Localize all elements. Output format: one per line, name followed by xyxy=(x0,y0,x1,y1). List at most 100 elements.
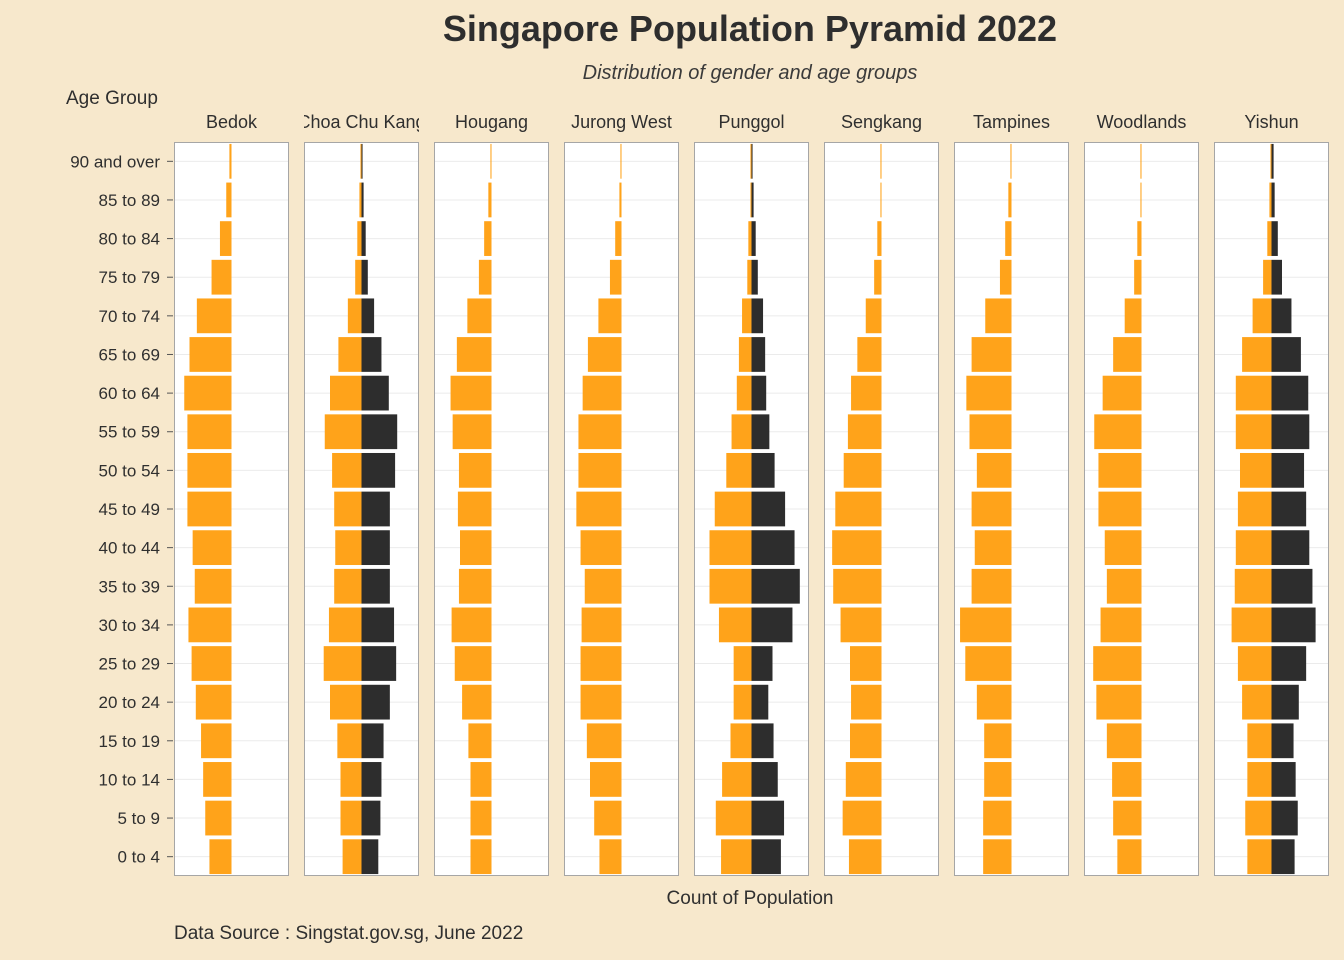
female-bar xyxy=(1106,723,1142,759)
female-bar xyxy=(965,646,1012,681)
female-bar xyxy=(1094,414,1142,450)
female-bar xyxy=(1098,491,1142,527)
facet-panel-border xyxy=(564,142,679,876)
female-bar xyxy=(750,182,752,218)
female-bar xyxy=(747,259,752,295)
facet-label: Sengkang xyxy=(841,112,922,132)
female-bar xyxy=(357,221,362,256)
female-bar xyxy=(843,452,882,488)
female-bar xyxy=(195,684,232,720)
female-bar xyxy=(850,646,882,681)
y-tick-label: 45 to 49 xyxy=(99,500,160,519)
female-bar xyxy=(750,143,752,179)
female-bar xyxy=(488,182,492,218)
female-bar xyxy=(1106,568,1142,604)
y-axis-label: Age Group xyxy=(66,88,158,109)
male-bar xyxy=(361,259,368,295)
male-bar xyxy=(361,646,397,681)
y-tick-label: 65 to 69 xyxy=(99,345,160,364)
male-bar xyxy=(361,839,379,875)
male-bar xyxy=(361,762,382,797)
female-bar xyxy=(187,491,232,527)
female-bar xyxy=(848,839,882,875)
female-bar xyxy=(467,298,492,334)
female-bar xyxy=(342,839,362,875)
female-bar xyxy=(468,723,492,759)
female-bar xyxy=(586,723,622,759)
facet-panel-border xyxy=(1084,142,1199,876)
female-bar xyxy=(1235,414,1272,450)
female-bar xyxy=(205,800,232,836)
female-bar xyxy=(971,337,1012,372)
female-bar xyxy=(347,298,362,334)
female-bar xyxy=(1237,646,1272,681)
female-bar xyxy=(187,452,232,488)
facet-panel-border xyxy=(304,142,419,876)
facet-label: Tampines xyxy=(973,112,1050,132)
female-bar xyxy=(1247,762,1272,797)
female-bar xyxy=(969,414,1012,450)
female-bar xyxy=(730,723,752,759)
male-bar xyxy=(1271,839,1295,875)
female-bar xyxy=(714,491,752,527)
female-bar xyxy=(1231,607,1272,643)
female-bar xyxy=(609,259,622,295)
facet-label: Woodlands xyxy=(1097,112,1187,132)
male-bar xyxy=(1271,143,1274,179)
male-bar xyxy=(361,800,381,836)
female-bar xyxy=(709,530,752,566)
y-tick-label: 10 to 14 xyxy=(99,770,160,789)
female-bar xyxy=(984,762,1012,797)
female-bar xyxy=(328,607,362,643)
female-bar xyxy=(1113,337,1142,372)
male-bar xyxy=(1271,723,1294,759)
male-bar xyxy=(361,607,395,643)
female-bar xyxy=(191,646,232,681)
female-bar xyxy=(966,375,1012,411)
male-bar xyxy=(1271,607,1316,643)
female-bar xyxy=(590,762,622,797)
chart-subtitle: Distribution of gender and age groups xyxy=(582,62,918,84)
female-bar xyxy=(1134,259,1142,295)
female-bar xyxy=(1245,800,1272,836)
female-bar xyxy=(211,259,232,295)
female-bar xyxy=(580,530,622,566)
facet-label: Hougang xyxy=(455,112,528,132)
male-bar xyxy=(751,839,781,875)
female-bar xyxy=(733,646,752,681)
female-bar xyxy=(840,607,882,643)
female-bar xyxy=(880,143,882,179)
female-bar xyxy=(1102,375,1142,411)
female-bar xyxy=(1267,221,1272,256)
female-bar xyxy=(184,375,232,411)
female-bar xyxy=(976,684,1012,720)
female-bar xyxy=(188,607,232,643)
female-bar xyxy=(880,182,882,218)
male-bar xyxy=(751,375,767,411)
female-bar xyxy=(1113,800,1142,836)
male-bar xyxy=(751,800,785,836)
male-bar xyxy=(361,414,398,450)
female-bar xyxy=(615,221,622,256)
facet-panel-border xyxy=(1214,142,1329,876)
female-bar xyxy=(229,143,232,179)
facet-label: Bedok xyxy=(206,112,258,132)
female-bar xyxy=(832,530,882,566)
y-tick-label: 40 to 44 xyxy=(99,539,160,558)
y-tick-label: 55 to 59 xyxy=(99,423,160,442)
female-bar xyxy=(189,337,232,372)
male-bar xyxy=(751,762,778,797)
female-bar xyxy=(194,568,232,604)
female-bar xyxy=(851,375,882,411)
female-bar xyxy=(330,375,362,411)
female-bar xyxy=(726,452,752,488)
female-bar xyxy=(360,143,362,179)
male-bar xyxy=(361,337,382,372)
female-bar xyxy=(578,414,622,450)
male-bar xyxy=(361,182,364,218)
female-bar xyxy=(334,568,362,604)
male-bar xyxy=(361,298,375,334)
female-bar xyxy=(460,530,492,566)
female-bar xyxy=(715,800,752,836)
